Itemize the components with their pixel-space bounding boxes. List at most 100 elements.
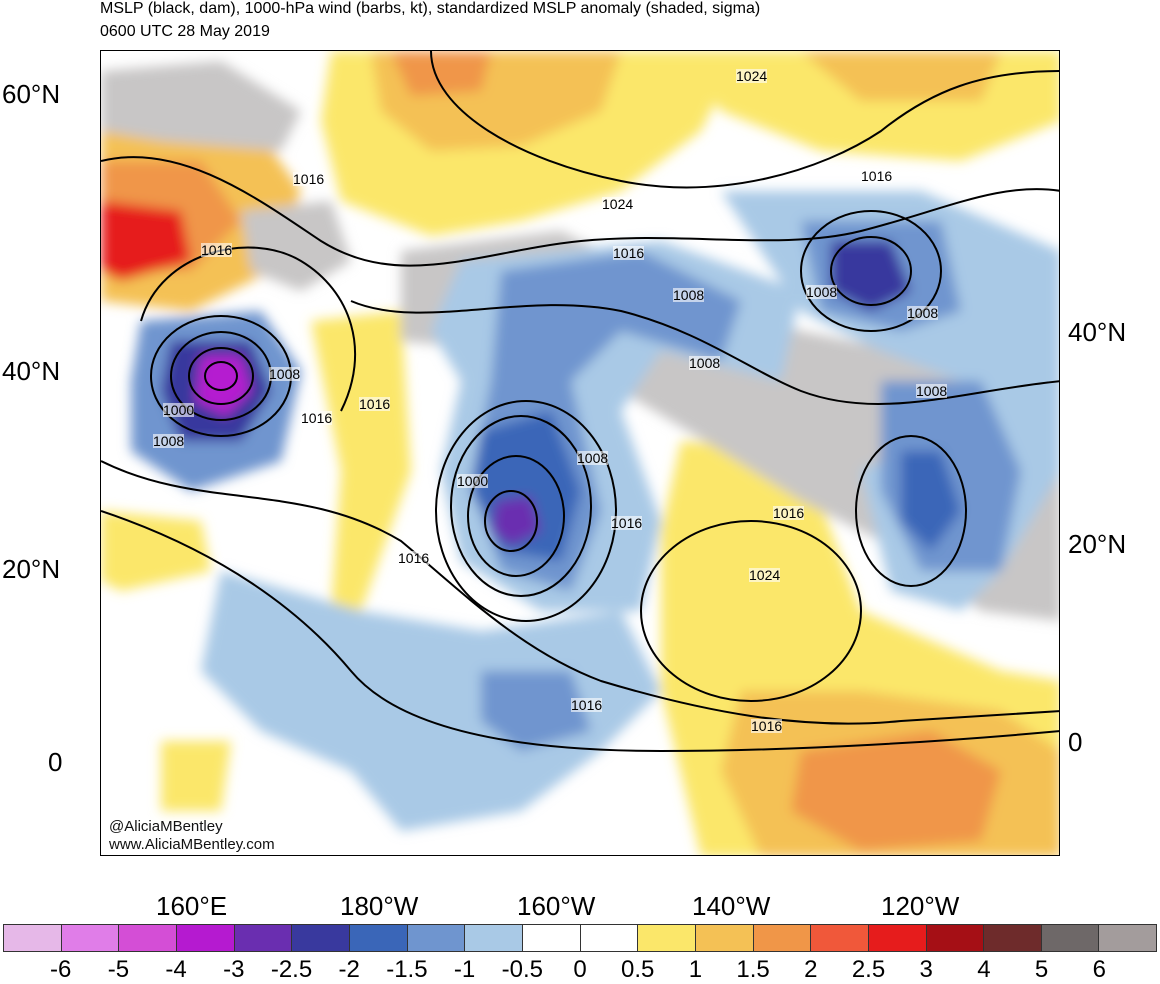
isobar bbox=[640, 520, 862, 702]
colorbar-label: 3 bbox=[919, 956, 933, 983]
isobar-label: 1016 bbox=[359, 396, 391, 412]
isobar bbox=[101, 510, 1059, 753]
isobar bbox=[140, 246, 356, 412]
colorbar-swatch bbox=[349, 925, 408, 951]
colorbar-label: -2 bbox=[338, 956, 360, 983]
lon-label: 160°E bbox=[156, 891, 228, 921]
isobar bbox=[430, 51, 1059, 189]
isobar-label: 1016 bbox=[611, 515, 643, 531]
isobar-label: 1016 bbox=[301, 410, 333, 426]
colorbar-swatch bbox=[522, 925, 581, 951]
isobar bbox=[101, 156, 1059, 267]
colorbar-swatch bbox=[580, 925, 639, 951]
colorbar-label: 5 bbox=[1034, 956, 1049, 983]
credit-url: www.AliciaMBentley.com bbox=[109, 836, 275, 853]
isobar-label: 1008 bbox=[673, 287, 705, 303]
isobar bbox=[435, 400, 617, 622]
colorbar-label: 6 bbox=[1092, 956, 1106, 983]
colorbar-label: -4 bbox=[165, 956, 187, 983]
isobar bbox=[467, 455, 565, 577]
colorbar-swatch bbox=[1041, 925, 1100, 951]
negative-anomaly-ne-core bbox=[831, 241, 911, 311]
colorbar bbox=[3, 924, 1157, 952]
valid-time: 0600 UTC 28 May 2019 bbox=[100, 23, 270, 40]
colorbar-swatch bbox=[465, 925, 523, 951]
colorbar-label: -2.5 bbox=[270, 956, 313, 983]
colorbar-label: 2.5 bbox=[851, 956, 886, 983]
colorbar-swatch bbox=[868, 925, 927, 951]
lon-label: 140°W bbox=[692, 891, 771, 921]
isobar-label: 1016 bbox=[398, 550, 430, 566]
isobar-label: 1016 bbox=[201, 242, 233, 258]
colorbar-swatch bbox=[638, 925, 696, 951]
lat-label-right: 40°N bbox=[1068, 317, 1127, 347]
positive-anomaly-se-orange bbox=[791, 731, 1001, 851]
isobar bbox=[450, 415, 592, 597]
positive-anomaly-far-west-red bbox=[101, 201, 191, 281]
isobar bbox=[101, 460, 1059, 725]
colorbar-swatch bbox=[811, 925, 869, 951]
isobar-label: 1000 bbox=[163, 402, 195, 418]
colorbar-label: 1 bbox=[688, 956, 703, 983]
isobar bbox=[204, 361, 238, 391]
colorbar-swatch bbox=[695, 925, 754, 951]
map-title: MSLP (black, dam), 1000-hPa wind (barbs,… bbox=[100, 0, 761, 17]
isobar-label: 1008 bbox=[269, 366, 301, 382]
isobar-label: 1008 bbox=[916, 383, 948, 399]
lon-label: 180°W bbox=[340, 891, 419, 921]
lat-label-left: 0 bbox=[48, 747, 63, 777]
positive-anomaly-west-small bbox=[101, 511, 211, 591]
isobar bbox=[800, 210, 942, 332]
colorbar-label: -5 bbox=[107, 956, 130, 983]
isobar bbox=[830, 236, 912, 306]
lon-label: 120°W bbox=[881, 891, 960, 921]
isobar-label: 1016 bbox=[751, 718, 783, 734]
colorbar-swatch bbox=[234, 925, 293, 951]
lat-label-left: 40°N bbox=[2, 356, 61, 386]
colorbar-swatch bbox=[1099, 925, 1157, 951]
colorbar-swatch bbox=[4, 925, 62, 951]
colorbar-label: -3 bbox=[223, 956, 245, 983]
colorbar-swatch bbox=[926, 925, 985, 951]
colorbar-label: 0.5 bbox=[621, 956, 655, 983]
negative-anomaly-south bbox=[201, 571, 661, 831]
positive-anomaly-sw bbox=[161, 741, 231, 811]
colorbar-label: 0 bbox=[573, 956, 587, 983]
isobar-label: 1008 bbox=[577, 450, 609, 466]
isobar-label: 1008 bbox=[153, 433, 185, 449]
isobar-label: 1024 bbox=[736, 68, 768, 84]
colorbar-label: -1 bbox=[453, 956, 476, 983]
isobar-label: 1016 bbox=[773, 505, 805, 521]
isobar-label: 1000 bbox=[457, 473, 489, 489]
credit-handle: @AliciaMBentley bbox=[109, 818, 223, 835]
isobar bbox=[350, 300, 1059, 405]
isobar-label: 1016 bbox=[613, 245, 645, 261]
colorbar-label: 1.5 bbox=[736, 956, 770, 983]
isobar-label: 1024 bbox=[602, 196, 634, 212]
colorbar-label: -1.5 bbox=[386, 956, 428, 983]
colorbar-swatch bbox=[119, 925, 177, 951]
isobar-label: 1008 bbox=[806, 284, 838, 300]
negative-anomaly-east-2 bbox=[901, 451, 961, 551]
colorbar-label: -6 bbox=[50, 956, 72, 983]
lon-label: 160°W bbox=[517, 891, 596, 921]
grey-region-north bbox=[101, 61, 301, 151]
isobar bbox=[855, 435, 967, 587]
colorbar-swatch bbox=[407, 925, 466, 951]
colorbar-label: 4 bbox=[977, 956, 991, 983]
positive-anomaly-top-orange bbox=[391, 51, 491, 96]
colorbar-label: 2 bbox=[804, 956, 818, 983]
colorbar-swatch bbox=[984, 925, 1042, 951]
lat-label-right: 20°N bbox=[1068, 529, 1127, 559]
colorbar-swatch bbox=[61, 925, 120, 951]
isobar bbox=[484, 490, 538, 552]
positive-anomaly-west-strip bbox=[311, 311, 411, 611]
negative-anomaly-central-core bbox=[491, 496, 541, 546]
isobar-label: 1016 bbox=[293, 171, 325, 187]
grey-region-west bbox=[241, 201, 351, 291]
colorbar-label: -0.5 bbox=[501, 956, 543, 983]
colorbar-swatch bbox=[176, 925, 235, 951]
colorbar-swatch bbox=[292, 925, 350, 951]
isobar bbox=[188, 347, 254, 405]
isobars bbox=[101, 51, 1059, 753]
